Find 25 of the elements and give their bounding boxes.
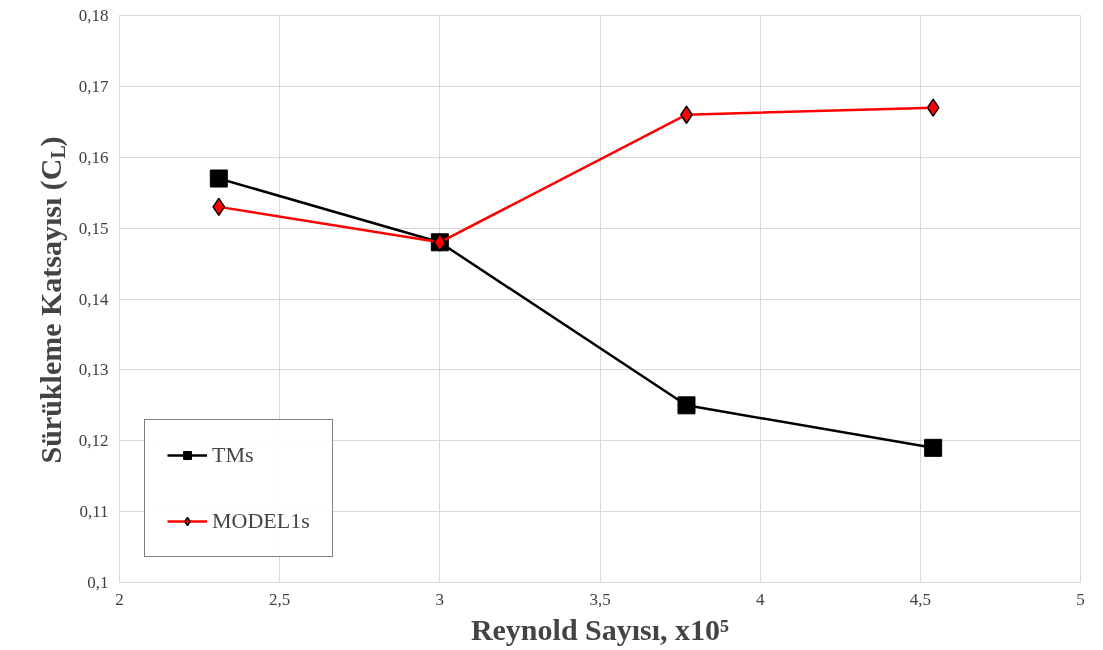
x-tick-label: 3,5 <box>589 589 611 609</box>
point <box>926 98 940 117</box>
x-tick-label: 2,5 <box>269 589 291 609</box>
legend-label: MODEL1s <box>212 508 310 534</box>
x-axis-title: Reynold Sayısı, x10⁵ <box>470 612 730 646</box>
point <box>212 197 226 217</box>
x-tick-label: 4 <box>755 589 765 609</box>
y-tick-label: 0,15 <box>78 218 109 238</box>
y-tick-label: 0,18 <box>78 6 109 25</box>
y-tick-label: 0,16 <box>78 147 109 167</box>
y-tick-label: 0,1 <box>87 573 109 592</box>
y-tick-label: 0,11 <box>79 502 109 522</box>
x-tick-label: 2 <box>115 589 124 609</box>
x-tick-label: 4,5 <box>909 589 931 609</box>
y-axis-title: Sürükleme Katsayısı (CL) <box>34 136 69 464</box>
x-tick-label: 5 <box>1076 589 1085 609</box>
legend-label: TMs <box>212 442 254 468</box>
x-tick-label: 3 <box>435 589 445 609</box>
point <box>924 438 943 457</box>
y-tick-label: 0,14 <box>78 289 109 309</box>
y-tick-label: 0,13 <box>78 360 109 380</box>
y-tick-label: 0,17 <box>78 76 109 96</box>
y-tick-label: 0,12 <box>78 431 109 451</box>
point <box>209 169 228 188</box>
point <box>677 396 696 415</box>
